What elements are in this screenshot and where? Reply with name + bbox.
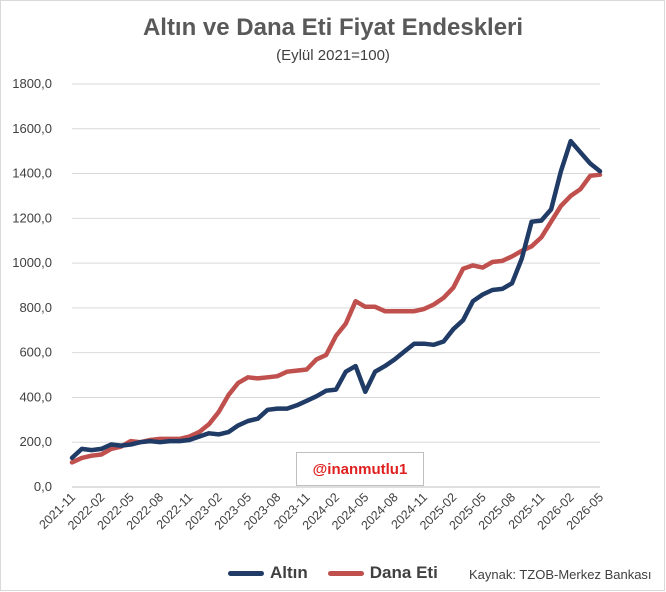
y-tick-label: 400,0: [19, 389, 52, 404]
gridlines: [72, 83, 600, 488]
source-note: Kaynak: TZOB-Merkez Bankası: [469, 567, 652, 582]
legend-item-altin: Altın: [228, 563, 308, 583]
legend: Altın Dana Eti: [228, 563, 458, 583]
legend-swatch-altin: [228, 570, 264, 576]
legend-label-altin: Altın: [270, 563, 308, 582]
chart-subtitle: (Eylül 2021=100): [276, 47, 390, 64]
y-tick-label: 200,0: [19, 434, 52, 449]
series-lines: [69, 138, 603, 465]
y-tick-label: 0,0: [34, 479, 52, 494]
series-line-dana-eti: [69, 172, 603, 465]
y-tick-label: 1400,0: [12, 166, 52, 181]
x-axis-ticks: 2021-112022-022022-052022-082022-112023-…: [36, 490, 606, 532]
y-tick-label: 1800,0: [12, 76, 52, 91]
chart-title: Altın ve Dana Eti Fiyat Endeskleri: [142, 14, 524, 41]
y-tick-label: 600,0: [19, 345, 52, 360]
legend-swatch-dana-eti: [327, 570, 364, 576]
legend-item-dana-eti: Dana Eti: [327, 563, 438, 583]
legend-label-dana-eti: Dana Eti: [369, 563, 438, 582]
y-axis-ticks: 0,0 200,0 400,0 600,0 800,0 1000,0 1200,0 1400,…: [12, 76, 52, 494]
y-tick-label: 1200,0: [12, 210, 52, 225]
watermark-label: @inanmutlu1: [296, 452, 424, 486]
y-tick-label: 1000,0: [12, 255, 52, 270]
series-line-altin: [69, 138, 603, 461]
y-tick-label: 800,0: [19, 300, 52, 315]
y-tick-label: 1600,0: [12, 121, 52, 136]
